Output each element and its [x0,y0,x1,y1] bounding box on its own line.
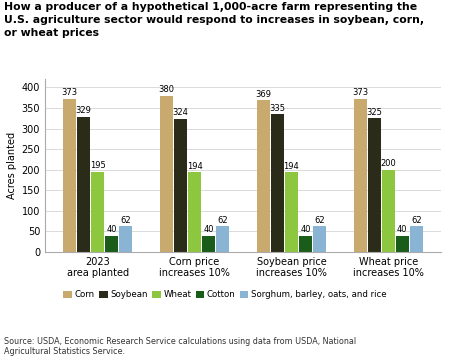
Text: 329: 329 [76,106,92,115]
Text: 62: 62 [120,216,131,225]
Bar [354,99,367,252]
Text: 194: 194 [284,162,299,171]
Text: 62: 62 [411,216,422,225]
Text: How a producer of a hypothetical 1,000-acre farm representing the
U.S. agricultu: How a producer of a hypothetical 1,000-a… [4,2,425,38]
Text: 200: 200 [381,159,396,168]
Bar [63,99,76,252]
Bar [91,172,104,252]
Text: 373: 373 [352,88,369,97]
Bar [174,119,187,252]
Bar [188,172,201,252]
Legend: Corn, Soybean, Wheat, Cotton, Sorghum, barley, oats, and rice: Corn, Soybean, Wheat, Cotton, Sorghum, b… [60,287,390,303]
Text: 369: 369 [256,90,271,99]
Bar [313,226,326,252]
Bar [202,235,215,252]
Text: 40: 40 [300,225,310,234]
Bar [216,226,229,252]
Text: 62: 62 [314,216,325,225]
Bar [257,100,270,252]
Text: 335: 335 [270,104,285,113]
Text: 62: 62 [217,216,228,225]
Text: 195: 195 [90,161,105,170]
Text: 194: 194 [187,162,202,171]
Text: 40: 40 [203,225,214,234]
Bar [77,117,90,252]
Text: 40: 40 [397,225,408,234]
Text: 324: 324 [173,108,189,117]
Text: 325: 325 [366,108,382,117]
Bar [119,226,132,252]
Bar [382,170,395,252]
Bar [410,226,423,252]
Text: Source: USDA, Economic Research Service calculations using data from USDA, Natio: Source: USDA, Economic Research Service … [4,337,356,356]
Bar [299,235,312,252]
Y-axis label: Acres planted: Acres planted [7,132,18,199]
Text: 380: 380 [158,85,175,94]
Text: 373: 373 [62,88,78,97]
Bar [105,235,118,252]
Text: 40: 40 [106,225,117,234]
Bar [160,96,173,252]
Bar [271,114,284,252]
Bar [285,172,298,252]
Bar [396,235,409,252]
Bar [368,118,381,252]
